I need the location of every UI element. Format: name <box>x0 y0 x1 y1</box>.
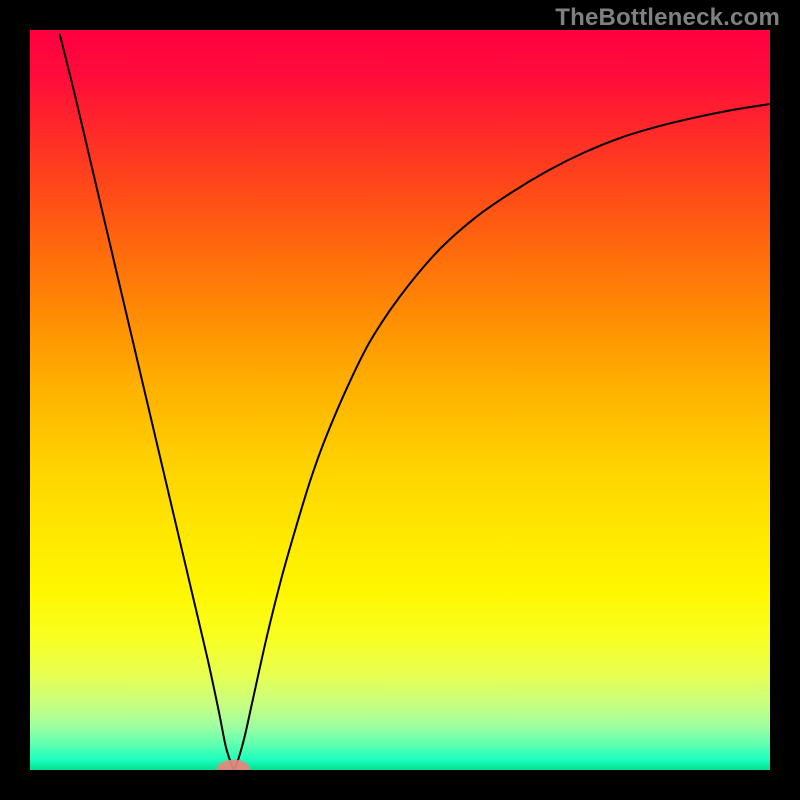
watermark-text: TheBottleneck.com <box>555 4 780 32</box>
bottleneck-curve-chart <box>30 30 770 770</box>
gradient-background <box>30 30 770 770</box>
chart-frame: TheBottleneck.com <box>0 0 800 800</box>
plot-area <box>30 30 770 770</box>
